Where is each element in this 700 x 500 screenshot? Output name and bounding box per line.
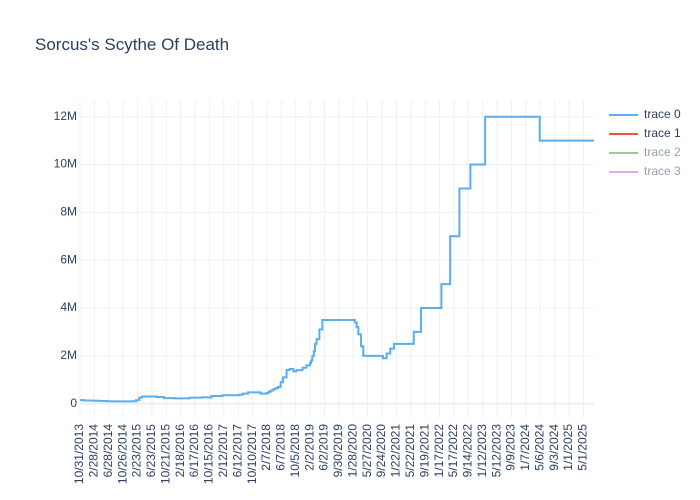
- x-tick-label: 1/1/2025: [561, 424, 575, 471]
- x-tick-label: 2/2/2019: [302, 424, 316, 471]
- x-tick-label: 6/28/2014: [101, 424, 115, 478]
- legend-label: trace 0: [644, 107, 681, 121]
- x-tick-label: 5/12/2023: [489, 424, 503, 478]
- x-gridlines: [79, 100, 584, 418]
- chart-title: Sorcus's Scythe Of Death: [35, 35, 229, 54]
- x-tick-label: 9/14/2022: [461, 424, 475, 478]
- x-tick-label: 9/24/2020: [374, 424, 388, 478]
- x-tick-label: 10/31/2013: [72, 424, 86, 484]
- legend[interactable]: trace 0 trace 1 trace 2 trace 3: [609, 107, 681, 178]
- legend-label: trace 2: [644, 145, 681, 159]
- x-tick-label: 2/7/2018: [259, 424, 273, 471]
- x-tick-label: 5/1/2025: [576, 424, 590, 471]
- y-tick-label: 0: [70, 396, 77, 410]
- y-tick-label: 10M: [54, 157, 77, 171]
- x-tick-label: 2/12/2017: [216, 424, 230, 478]
- x-tick-label: 6/12/2017: [230, 424, 244, 478]
- x-tick-label: 1/22/2021: [389, 424, 403, 478]
- legend-item-trace-0[interactable]: trace 0: [609, 107, 681, 121]
- y-tick-label: 2M: [60, 348, 77, 362]
- series-line-trace-0: [80, 115, 594, 403]
- x-tick-label: 5/27/2020: [360, 424, 374, 478]
- x-axis-tick-labels: 10/31/2013 2/28/2014 6/28/2014 10/26/2014 2/…: [72, 424, 589, 484]
- legend-label: trace 1: [644, 126, 681, 140]
- x-tick-label: 6/23/2015: [144, 424, 158, 478]
- x-tick-label: 9/19/2021: [417, 424, 431, 478]
- x-tick-label: 9/9/2023: [504, 424, 518, 471]
- x-tick-label: 6/2/2019: [317, 424, 331, 471]
- x-tick-label: 1/17/2022: [432, 424, 446, 478]
- legend-item-trace-2[interactable]: trace 2: [609, 145, 681, 159]
- y-axis-tick-labels: 0 2M 4M 6M 8M 10M 12M: [54, 109, 78, 410]
- x-tick-label: 5/6/2024: [532, 424, 546, 471]
- legend-label: trace 3: [644, 164, 681, 178]
- x-tick-label: 1/12/2023: [475, 424, 489, 478]
- x-tick-label: 5/22/2021: [403, 424, 417, 478]
- x-tick-label: 9/3/2024: [547, 424, 561, 471]
- y-tick-label: 6M: [60, 252, 77, 266]
- y-tick-label: 4M: [60, 300, 77, 314]
- x-tick-label: 5/17/2022: [446, 424, 460, 478]
- series-layer: [80, 115, 594, 403]
- x-tick-label: 6/17/2016: [187, 424, 201, 478]
- x-tick-label: 1/28/2020: [345, 424, 359, 478]
- x-tick-label: 2/23/2015: [130, 424, 144, 478]
- legend-item-trace-3[interactable]: trace 3: [609, 164, 681, 178]
- x-tick-label: 10/26/2014: [115, 424, 129, 484]
- x-tick-label: 10/5/2018: [288, 424, 302, 478]
- x-tick-label: 10/15/2016: [202, 424, 216, 484]
- x-tick-label: 6/7/2018: [274, 424, 288, 471]
- legend-item-trace-1[interactable]: trace 1: [609, 126, 681, 140]
- y-tick-label: 12M: [54, 109, 77, 123]
- x-tick-label: 2/18/2016: [173, 424, 187, 478]
- x-tick-label: 10/10/2017: [245, 424, 259, 484]
- y-tick-label: 8M: [60, 205, 77, 219]
- x-tick-label: 10/21/2015: [158, 424, 172, 484]
- x-tick-label: 2/28/2014: [87, 424, 101, 478]
- x-tick-label: 1/7/2024: [518, 424, 532, 471]
- x-tick-label: 9/30/2019: [331, 424, 345, 478]
